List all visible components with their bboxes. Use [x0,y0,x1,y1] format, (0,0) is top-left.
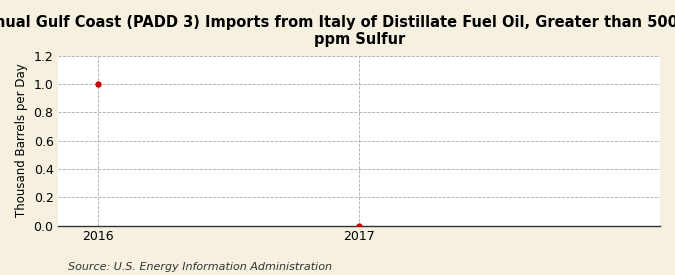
Title: Annual Gulf Coast (PADD 3) Imports from Italy of Distillate Fuel Oil, Greater th: Annual Gulf Coast (PADD 3) Imports from … [0,15,675,47]
Y-axis label: Thousand Barrels per Day: Thousand Barrels per Day [15,64,28,218]
Text: Source: U.S. Energy Information Administration: Source: U.S. Energy Information Administ… [68,262,331,272]
